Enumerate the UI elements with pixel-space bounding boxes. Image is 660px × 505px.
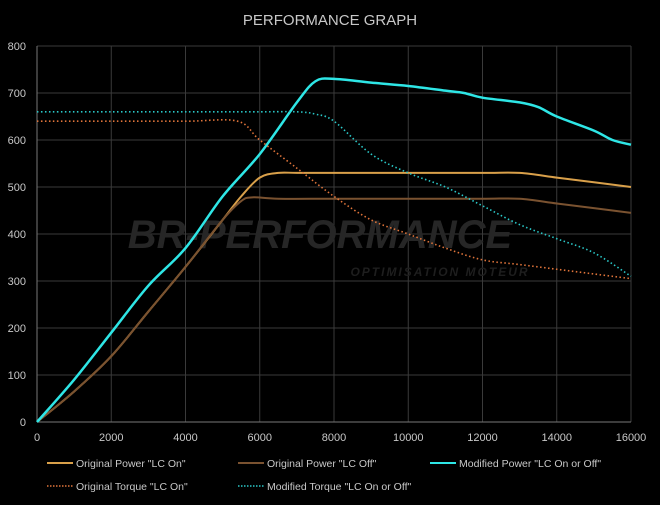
series-line-4 — [37, 110, 632, 277]
y-tick-label: 0 — [20, 417, 26, 429]
y-tick-label: 700 — [8, 88, 26, 100]
legend-label-3: Original Torque "LC On" — [76, 481, 188, 493]
x-tick-label: 8000 — [322, 432, 346, 444]
x-tick-label: 16000 — [616, 432, 647, 444]
x-tick-label: 2000 — [99, 432, 123, 444]
watermark-logo: BR-PERFORMANCE OPTIMISATION MOTEUR — [128, 213, 529, 279]
legend-label-4: Modified Torque "LC On or Off" — [267, 481, 411, 493]
x-tick-label: 0 — [34, 432, 40, 444]
chart-title: PERFORMANCE GRAPH — [243, 12, 417, 29]
series-line-1 — [36, 196, 632, 423]
y-tick-label: 400 — [8, 229, 26, 241]
x-tick-label: 4000 — [173, 432, 197, 444]
y-tick-label: 100 — [8, 370, 26, 382]
y-tick-label: 500 — [8, 182, 26, 194]
series-lines — [36, 77, 632, 423]
y-tick-label: 800 — [8, 41, 26, 53]
legend-label-2: Modified Power "LC On or Off" — [459, 458, 601, 470]
watermark-sub: OPTIMISATION MOTEUR — [350, 265, 529, 279]
axes: 0 2000 4000 6000 8000 10000 12000 14000 16000 0 10… — [8, 41, 647, 444]
x-tick-label: 12000 — [467, 432, 498, 444]
legend-label-1: Original Power "LC Off" — [267, 458, 377, 470]
y-tick-label: 200 — [8, 323, 26, 335]
legend-label-0: Original Power "LC On" — [76, 458, 186, 470]
watermark-main: BR-PERFORMANCE — [128, 213, 514, 257]
y-tick-label: 600 — [8, 135, 26, 147]
series-line-2 — [36, 77, 632, 423]
x-tick-label: 6000 — [248, 432, 272, 444]
x-tick-label: 14000 — [541, 432, 572, 444]
x-tick-label: 10000 — [393, 432, 424, 444]
series-line-3 — [36, 119, 632, 280]
legend: Original Power "LC On" Original Power "LC… — [47, 458, 601, 493]
y-tick-label: 300 — [8, 276, 26, 288]
